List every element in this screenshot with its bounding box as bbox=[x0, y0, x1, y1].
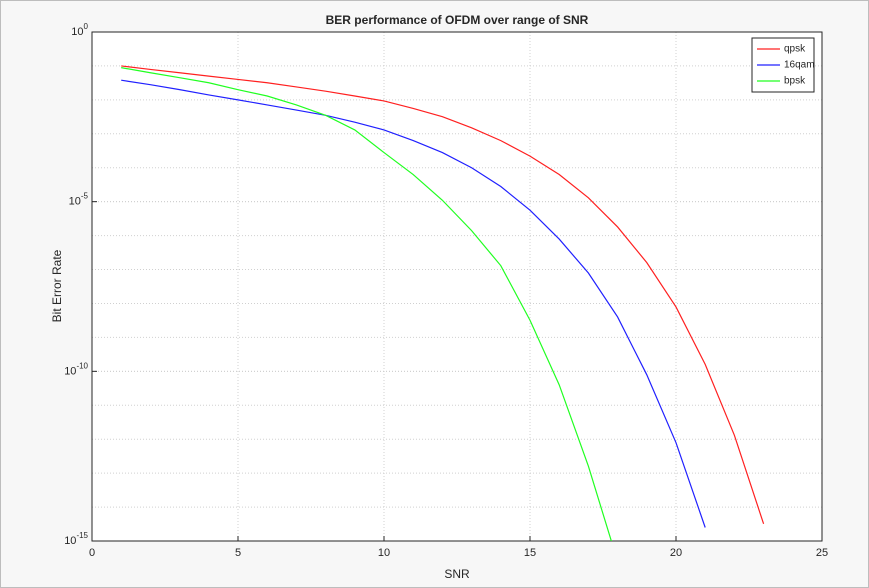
series-line bbox=[121, 67, 612, 541]
y-tick-label: 100 bbox=[71, 22, 88, 38]
x-tick-label: 15 bbox=[524, 547, 536, 559]
x-tick-label: 5 bbox=[235, 547, 241, 559]
x-tick-label: 20 bbox=[670, 547, 682, 559]
y-tick-label: 10-5 bbox=[69, 192, 89, 208]
x-tick-label: 0 bbox=[89, 547, 95, 559]
plot-frame bbox=[91, 31, 823, 542]
legend-label: 16qam bbox=[784, 60, 815, 71]
plot-area bbox=[92, 32, 822, 541]
x-tick-label: 10 bbox=[378, 547, 390, 559]
series-group bbox=[121, 65, 765, 541]
y-tick-label: 10-10 bbox=[64, 361, 88, 377]
chart-title: BER performance of OFDM over range of SN… bbox=[326, 13, 589, 27]
x-axis-label: SNR bbox=[444, 567, 470, 581]
series-line bbox=[121, 79, 706, 528]
legend-label: qpsk bbox=[784, 44, 806, 55]
series-line bbox=[121, 65, 765, 525]
x-tick-label: 25 bbox=[816, 547, 828, 559]
y-tick-label: 10-15 bbox=[64, 531, 88, 547]
y-axis-label: Bit Error Rate bbox=[50, 249, 64, 322]
legend-label: bpsk bbox=[784, 76, 806, 87]
